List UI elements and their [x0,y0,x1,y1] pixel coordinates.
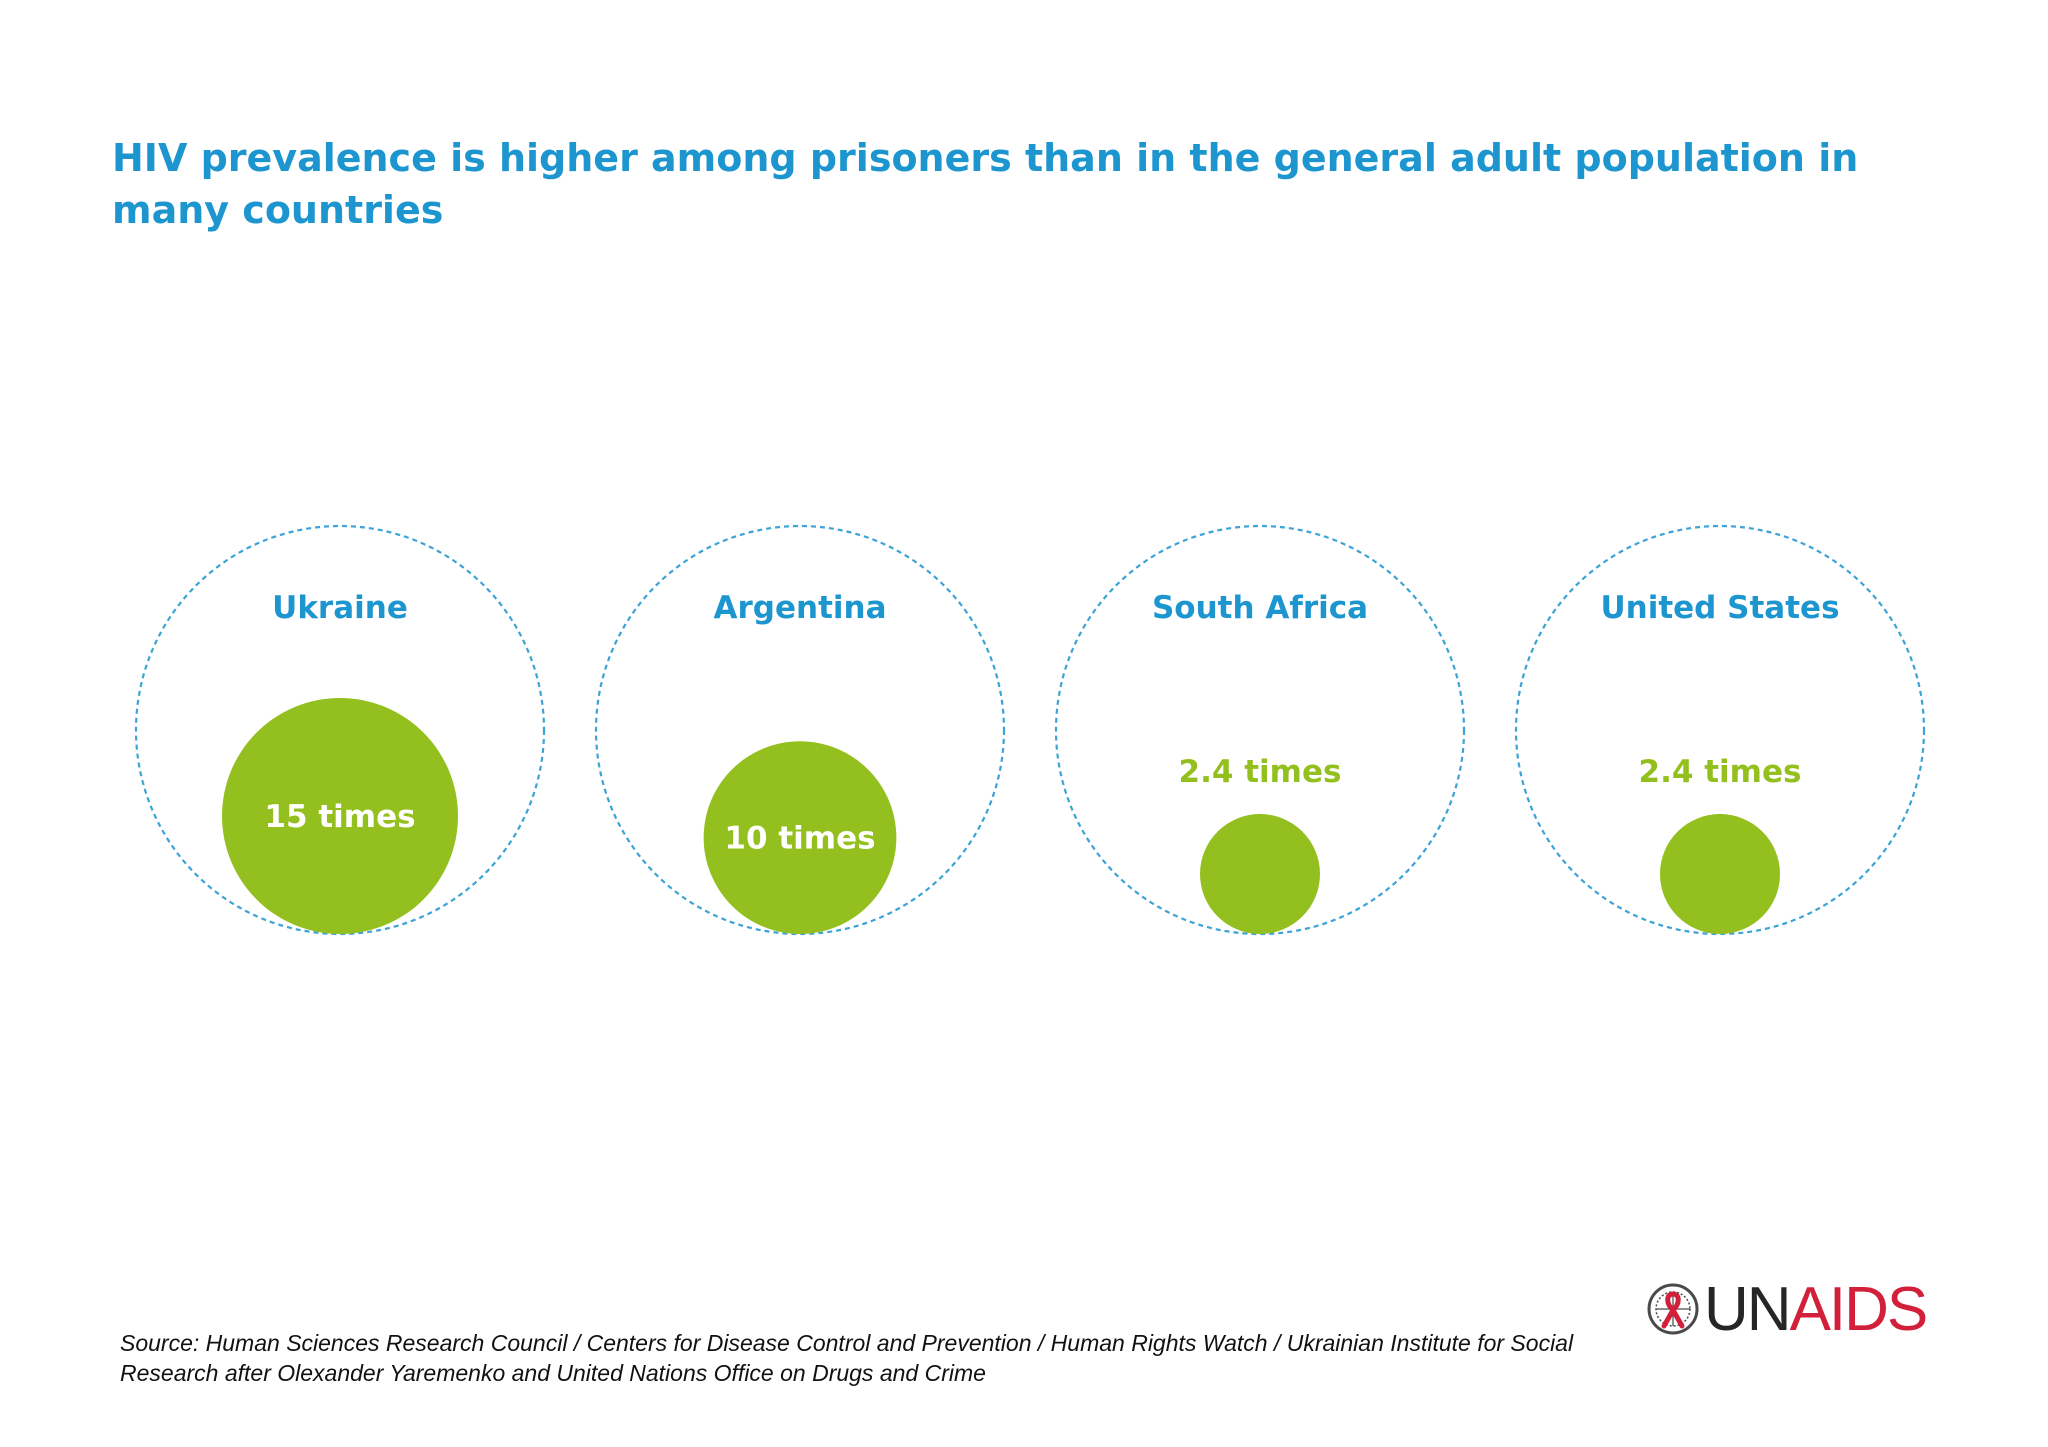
country-label-argentina: Argentina [714,590,887,626]
bubble-argentina [703,741,897,934]
multiplier-label-united-states: 2.4 times [1639,754,1802,790]
country-label-south-africa: South Africa [1152,590,1368,626]
bubble-ukraine [222,698,458,934]
logo-text-un: UN [1704,1275,1792,1344]
un-emblem-red-ribbon-icon [1647,1283,1699,1335]
bubble-united-states [1660,814,1780,934]
population-circle-south-africa [1054,524,1466,936]
multiplier-label-south-africa: 2.4 times [1179,754,1342,790]
population-circle-ukraine [134,524,546,936]
logo-text-aids: AIDS [1789,1275,1929,1344]
source-note: Source: Human Sciences Research Council … [120,1330,1574,1386]
multiplier-label-ukraine: 15 times [264,799,415,835]
bubble-south-africa [1200,814,1320,934]
population-circle-argentina [594,524,1006,936]
multiplier-label-argentina: 10 times [724,821,875,857]
population-circle-united-states [1514,524,1926,936]
country-label-ukraine: Ukraine [272,590,408,626]
unaids-logo: UNAIDS [1644,1276,1934,1344]
chart-title: HIV prevalence is higher among prisoners… [112,136,1859,232]
country-label-united-states: United States [1600,590,1839,626]
